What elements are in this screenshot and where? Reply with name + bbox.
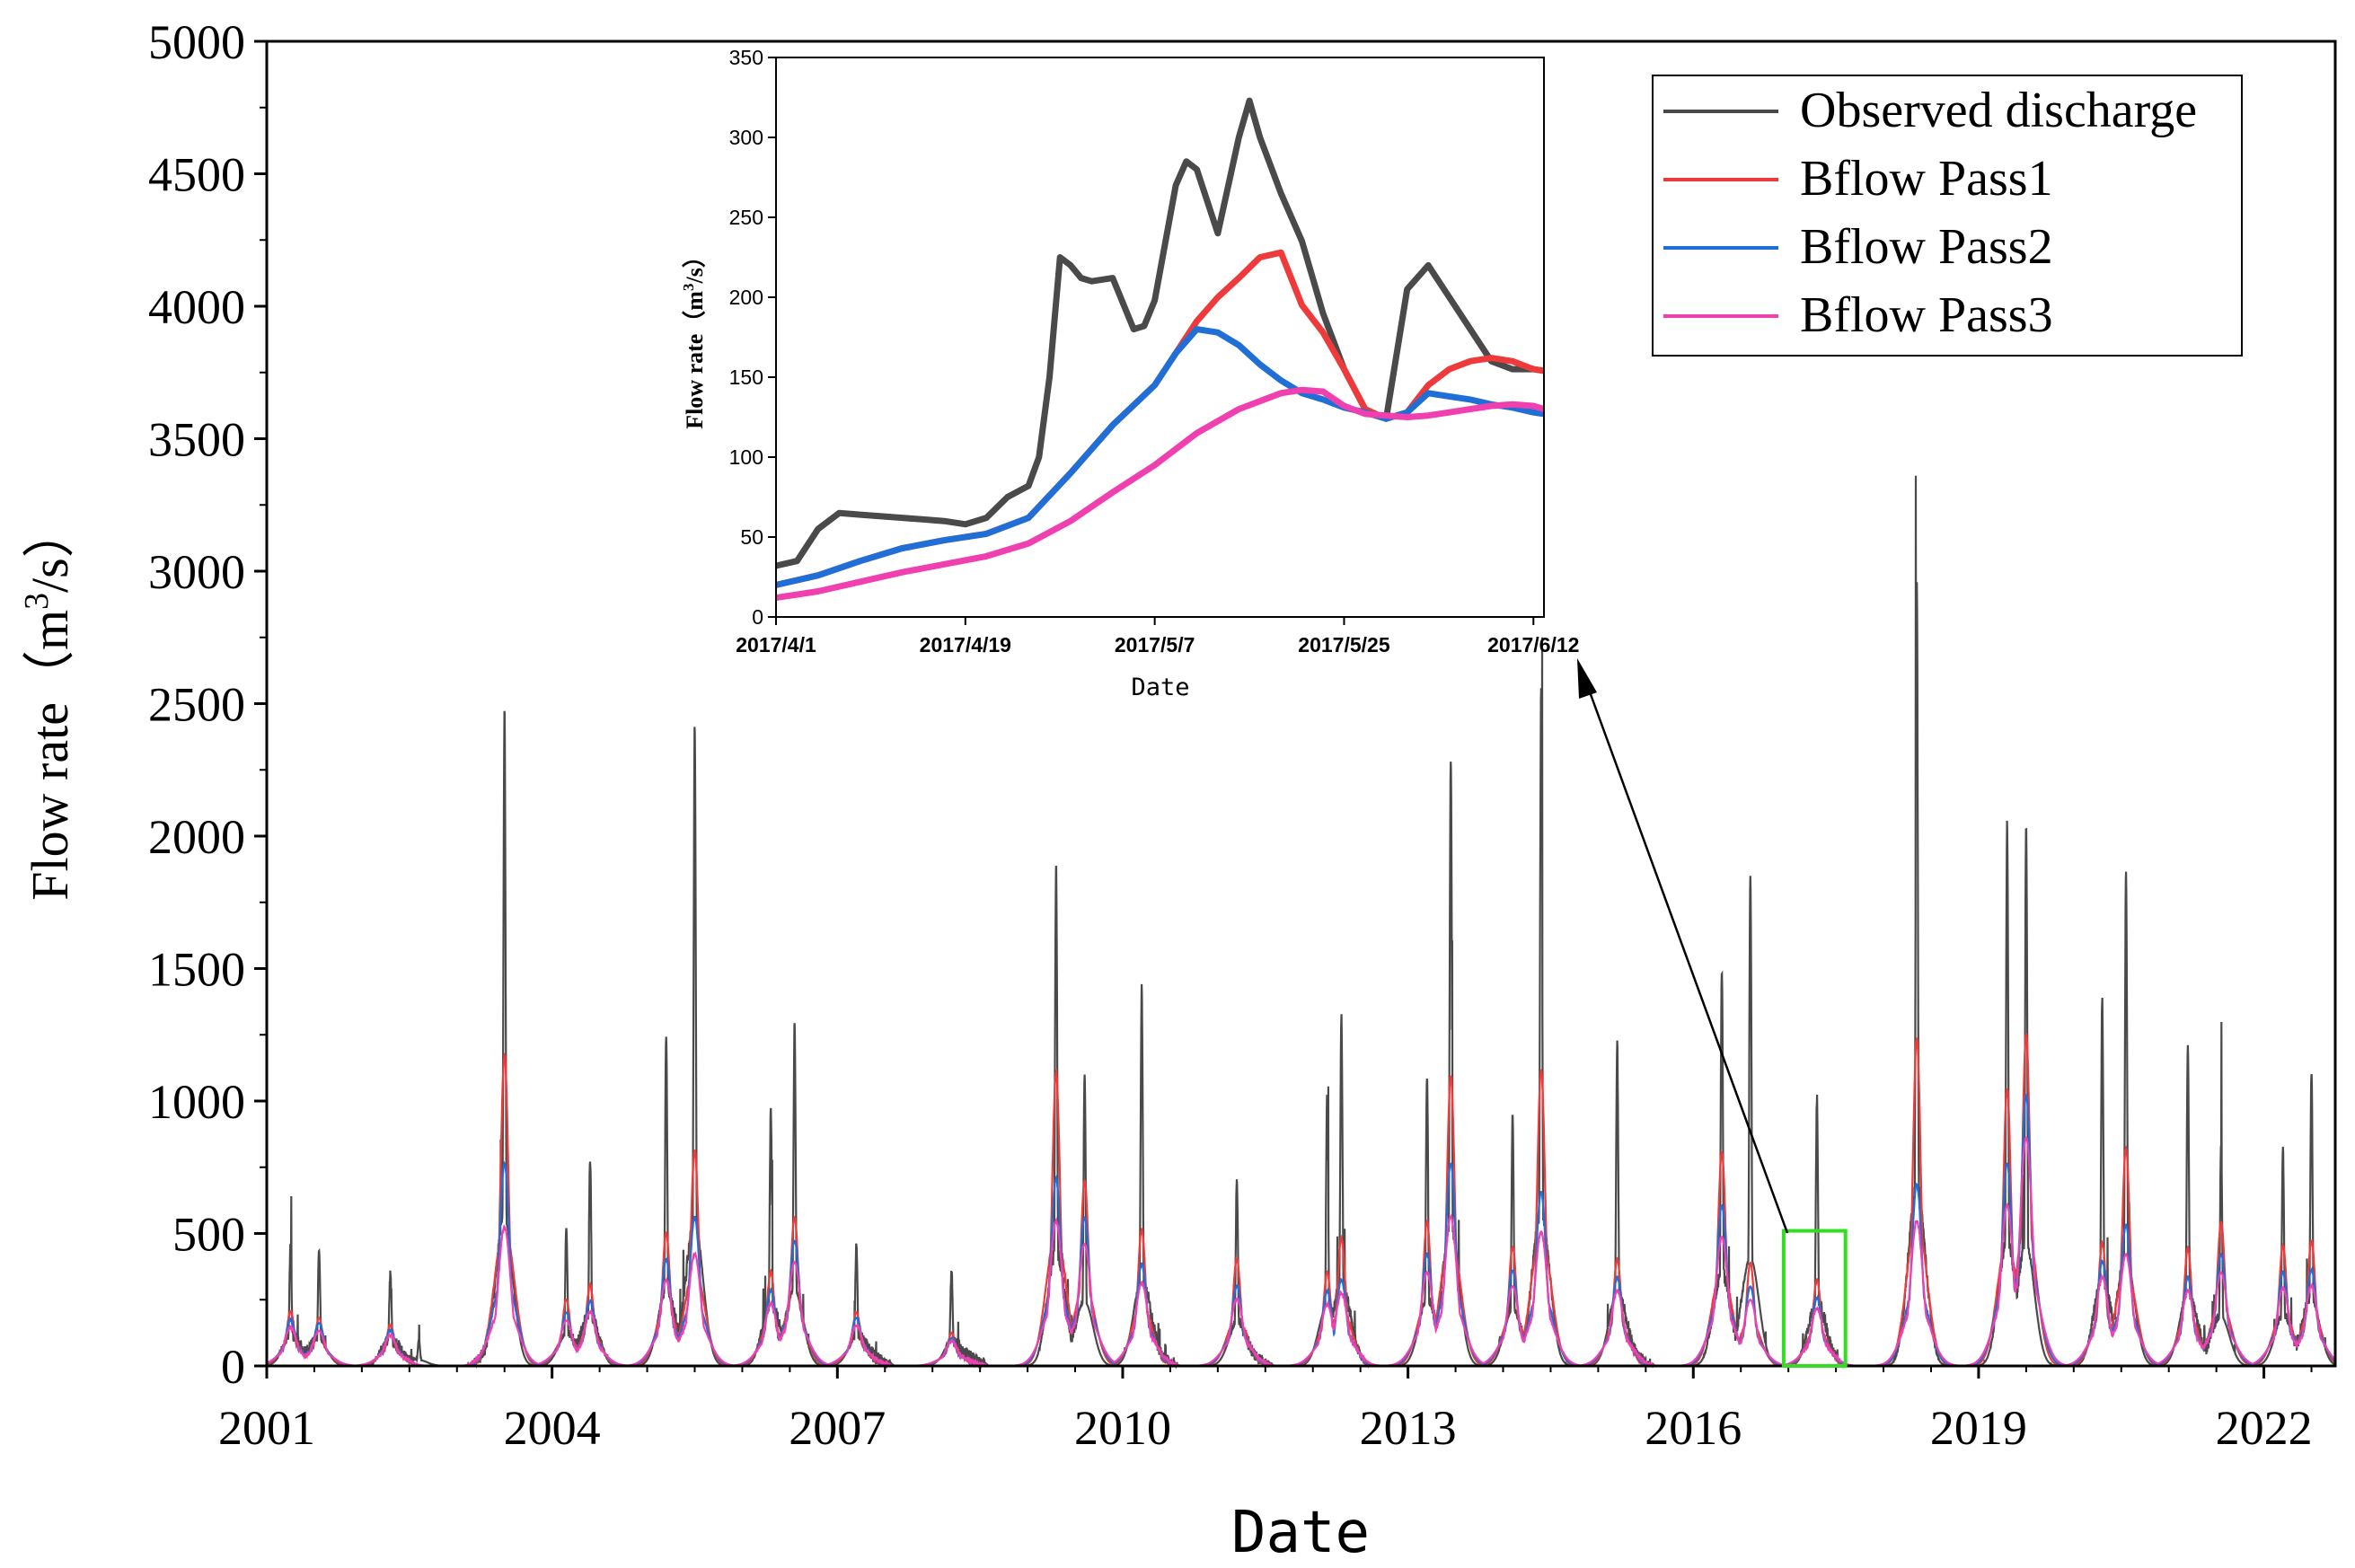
main-y-tick-label: 5000 [148,15,245,69]
inset-series-observed-discharge [775,97,1545,569]
inset-y-tick-label: 250 [729,206,763,229]
legend-box [1652,75,2243,357]
legend-label-bflow-pass3: Bflow Pass3 [1800,287,2053,343]
main-plot-frame [265,40,2337,1368]
inset-y-tick-label: 200 [729,286,763,309]
main-y-tick-label: 4000 [148,280,245,334]
inset-y-tick-label: 150 [729,366,763,389]
main-x-tick-label: 2016 [1645,1401,1742,1455]
inset-plot-area [776,57,1544,617]
main-y-tick-label: 1000 [148,1075,245,1129]
main-x-axis-label: Date [1231,1500,1370,1566]
main-y-tick-label: 3000 [148,545,245,599]
inset-x-tick-label: 2017/4/19 [920,633,1011,656]
inset-y-tick-label: 350 [729,46,763,69]
main-y-axis-label: Flow rate（m3/s） [18,506,79,900]
highlight-box [1781,1229,1848,1369]
inset-x-axis-ticks: 2017/4/1 2017/4/19 2017/5/7 2017/5/25 2017/6… [736,617,1579,656]
inset-x-axis-label: Date [1131,674,1189,701]
inset-y-tick-label: 0 [752,605,763,629]
main-x-tick-label: 2022 [2216,1401,2313,1455]
inset-plot-frame [775,57,1545,618]
legend: Observed discharge Bflow Pass1 Bflow Pas… [1652,75,2243,357]
main-x-tick-label: 2007 [789,1401,886,1455]
main-x-axis-ticks: 2001 2004 2007 2010 2013 2016 2019 2022 [218,1366,2313,1455]
inset-y-tick-label: 50 [740,525,763,549]
legend-label-bflow-pass1: Bflow Pass1 [1800,151,2053,207]
main-x-tick-label: 2013 [1360,1401,1457,1455]
inset-series-bflow-pass2 [775,326,1545,588]
main-y-tick-label: 2000 [148,810,245,864]
main-x-tick-label: 2019 [1930,1401,2027,1455]
legend-label-observed-discharge: Observed discharge [1800,83,2197,138]
legend-item: Bflow Pass2 [1663,219,2053,275]
main-y-tick-label: 0 [221,1340,245,1394]
legend-item: Observed discharge [1663,83,2197,138]
inset-x-tick-label: 2017/5/7 [1115,633,1195,656]
inset-y-axis-ticks: 0 50 100 150 200 250 300 350 [729,46,776,629]
inset-y-tick-label: 100 [729,445,763,469]
main-y-tick-label: 4500 [148,148,245,202]
main-x-tick-label: 2001 [218,1401,315,1455]
legend-label-bflow-pass2: Bflow Pass2 [1800,219,2053,275]
legend-item: Bflow Pass3 [1663,287,2053,343]
main-y-tick-label: 3500 [148,413,245,467]
inset-x-tick-label: 2017/5/25 [1298,633,1390,656]
inset-series-bflow-pass3 [775,386,1546,602]
main-series-bflow-pass3 [266,1136,2336,1369]
main-y-tick-label: 2500 [148,678,245,732]
inset-series-group [775,97,1546,602]
main-y-tick-label: 1500 [148,943,245,997]
legend-item: Bflow Pass1 [1663,151,2053,207]
zoom-arrow [1577,658,1789,1234]
inset-x-tick-label: 2017/6/12 [1487,633,1579,656]
main-x-tick-label: 2004 [504,1401,601,1455]
main-x-tick-label: 2010 [1074,1401,1171,1455]
inset-x-tick-label: 2017/4/1 [736,633,816,656]
inset-y-tick-label: 300 [729,126,763,149]
main-y-tick-label: 500 [172,1208,245,1262]
inset-y-axis-label: Flow rate（m3/s） [680,244,708,429]
main-y-axis-ticks: 0 500 1000 1500 2000 2500 3000 3500 4000 4500 5000 [148,15,267,1394]
